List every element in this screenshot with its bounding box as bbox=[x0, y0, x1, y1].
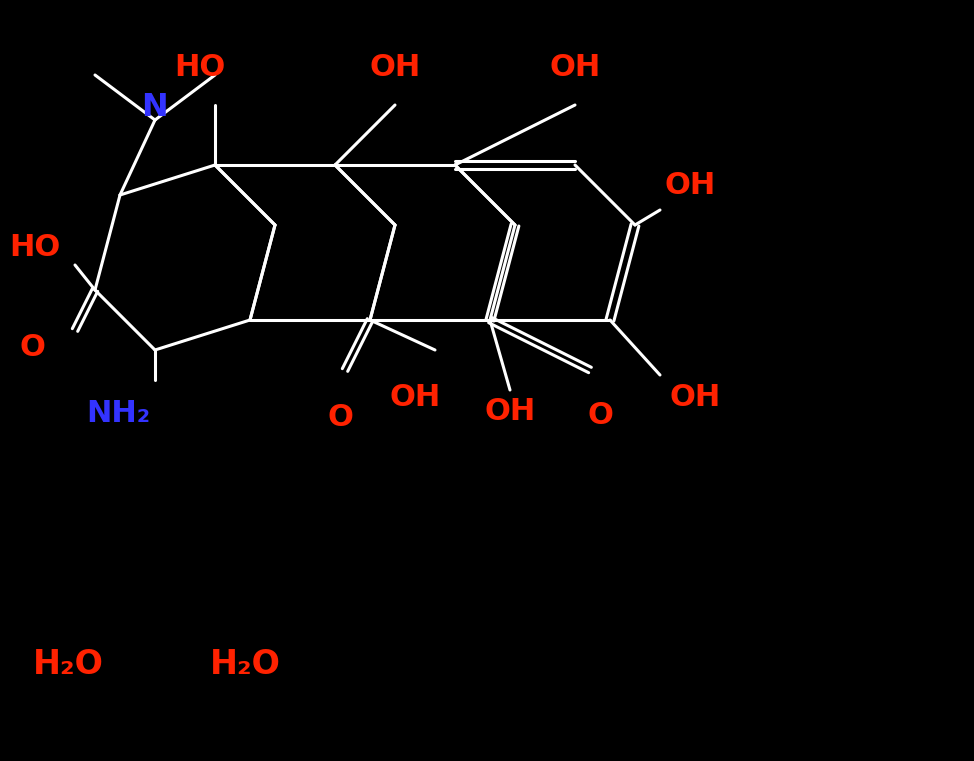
Text: NH₂: NH₂ bbox=[86, 399, 150, 428]
Text: OH: OH bbox=[669, 384, 721, 412]
Text: HO: HO bbox=[174, 53, 226, 82]
Text: OH: OH bbox=[369, 53, 421, 82]
Text: H₂O: H₂O bbox=[209, 648, 281, 682]
Text: HO: HO bbox=[10, 234, 60, 263]
Text: N: N bbox=[141, 93, 169, 123]
Text: H₂O: H₂O bbox=[32, 648, 103, 682]
Text: OH: OH bbox=[549, 53, 601, 82]
Text: O: O bbox=[327, 403, 353, 432]
Text: OH: OH bbox=[484, 397, 536, 426]
Text: O: O bbox=[587, 400, 613, 429]
Text: O: O bbox=[19, 333, 45, 362]
Text: OH: OH bbox=[664, 170, 716, 199]
Text: OH: OH bbox=[390, 384, 440, 412]
